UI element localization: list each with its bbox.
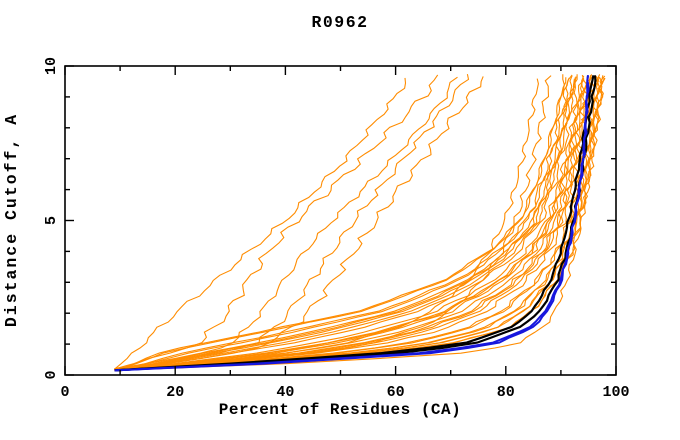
model-curve [114,76,484,371]
x-tick-label: 60 [387,384,405,401]
x-tick-label: 20 [166,384,184,401]
model-curve [114,77,585,371]
model-curve [114,75,552,371]
x-tick-label: 80 [497,384,515,401]
model-curve [114,74,565,371]
chart-title: R0962 [311,13,368,32]
y-axis-label: Distance Cutoff, A [2,113,21,327]
x-tick-label: 40 [276,384,294,401]
model-curve [114,76,458,371]
x-tick-label: 100 [602,384,629,401]
model-curve [114,75,597,372]
model-curve [114,78,588,371]
x-tick-label: 0 [60,384,69,401]
model-curve [114,75,604,371]
y-tick-label: 10 [43,57,60,75]
model-curve [114,77,578,371]
y-tick-label: 0 [43,370,60,379]
y-tick-label: 5 [43,216,60,225]
tick-labels: 0 20 40 60 80 100 0 5 10 [43,57,630,401]
model-curve [114,76,589,371]
model-curve [114,74,439,371]
model-curve [114,75,573,371]
model-curve [114,77,407,371]
model-curves-layer [114,73,606,372]
model-curve [114,77,605,371]
model-curve [114,78,539,371]
model-curve [114,74,585,371]
model-curve [114,77,570,371]
model-curve [114,74,592,371]
axis-ticks [64,65,617,376]
model-curve [114,74,573,371]
model-curve [114,76,577,371]
model-curve [114,77,604,371]
x-axis-label: Percent of Residues (CA) [219,401,461,419]
model-curve [114,75,589,372]
model-curve [114,74,593,371]
model-curve [114,73,470,371]
